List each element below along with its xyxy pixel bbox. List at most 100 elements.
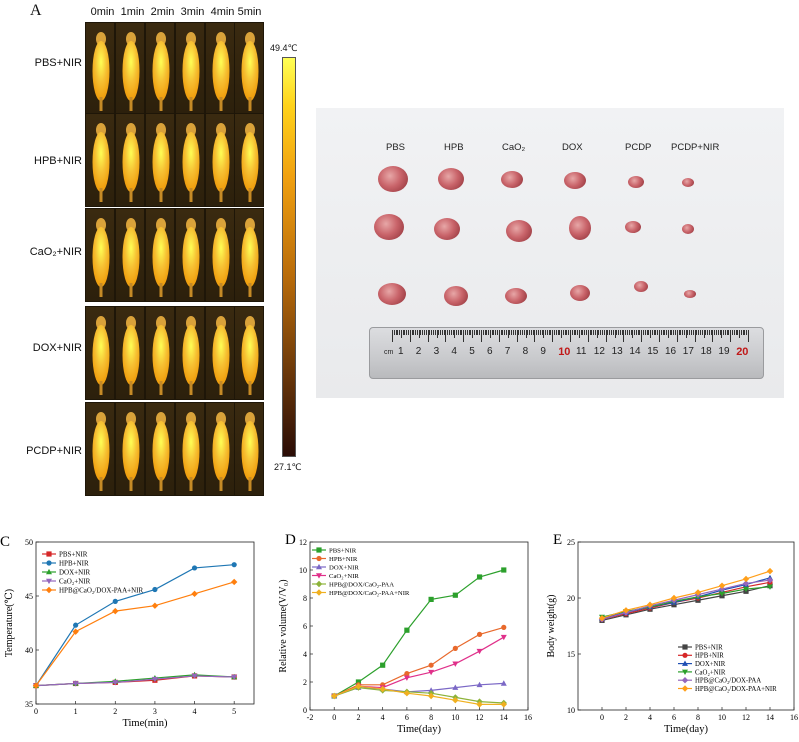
data-point (112, 680, 119, 686)
plot-frame (35, 541, 255, 705)
ruler-mark-10: 10 (558, 346, 571, 358)
ruler-tick (536, 330, 537, 335)
ruler-tick (685, 330, 687, 338)
x-tick-label: 12 (476, 713, 484, 722)
ruler-tick (459, 330, 461, 335)
data-point (379, 685, 386, 693)
ruler-tick (691, 330, 692, 335)
time-header-2: 2min (150, 6, 175, 18)
ruler-tick (651, 330, 653, 335)
ruler-tick (486, 330, 487, 335)
legend-entry: PBS+NIR (695, 644, 723, 651)
x-axis-label: Time(day) (664, 724, 708, 735)
tumor-cao2-2 (506, 220, 532, 242)
y-tick-label: 8 (303, 594, 307, 603)
ruler-tick (650, 330, 651, 338)
data-point (598, 614, 606, 622)
data-point (452, 661, 459, 667)
ruler-tick (623, 330, 624, 342)
ruler-tick (400, 330, 402, 338)
data-point (230, 578, 238, 586)
ruler-tick (529, 330, 530, 335)
x-axis-label: Time(min) (122, 718, 168, 729)
ruler-tick (436, 330, 438, 338)
x-tick-label: 4 (648, 713, 652, 722)
mouse-silhouette (122, 31, 140, 111)
series-line (333, 626, 504, 697)
thermal-image-cell (234, 208, 264, 302)
ruler-tick (687, 330, 689, 335)
ruler-mark-7: 7 (504, 346, 511, 357)
ruler-tick (507, 330, 509, 338)
ruler-tick (662, 330, 664, 335)
mouse-silhouette (212, 411, 230, 491)
data-point (73, 622, 79, 628)
data-point (46, 560, 52, 566)
ruler-mark-14: 14 (629, 346, 641, 357)
ruler-tick (584, 330, 585, 335)
ruler-tick (603, 330, 605, 335)
legend-entry: HPB@CaO₂/DOX-PAA+NIR (59, 586, 143, 594)
tumor-dox-3 (570, 285, 590, 301)
ruler-tick (470, 330, 471, 335)
ruler-tick (502, 330, 503, 335)
data-point (743, 586, 749, 593)
ruler-tick (511, 330, 512, 335)
thermal-image-cell (205, 208, 235, 302)
ruler-tick (737, 330, 738, 335)
ruler-tick (425, 330, 427, 335)
time-header-5: 5min (237, 6, 262, 18)
ruler-tick (452, 330, 454, 335)
ruler-tick (607, 330, 608, 335)
ruler-tick (630, 330, 632, 335)
data-point (316, 563, 322, 570)
thermal-image-cell (115, 113, 145, 207)
series-line (601, 570, 771, 619)
legend-entry: CaO₂+NIR (59, 577, 91, 585)
mouse-silhouette (241, 31, 259, 111)
ruler-tick (573, 330, 575, 335)
legend-entry: CaO₂+NIR (695, 669, 726, 676)
data-point (682, 644, 688, 650)
ruler-tick (596, 330, 598, 338)
ruler-tick (707, 330, 708, 335)
ruler-tick (448, 330, 450, 335)
data-point (476, 574, 483, 580)
data-point (767, 584, 773, 590)
ruler-mark-2: 2 (415, 346, 422, 357)
data-point (191, 565, 198, 571)
data-point (476, 681, 483, 688)
ruler-tick (504, 330, 505, 335)
thermal-image-cell (175, 402, 205, 496)
thermal-image-cell (115, 22, 145, 116)
series-line (334, 686, 504, 704)
data-point (452, 592, 458, 598)
mouse-silhouette (122, 411, 140, 491)
tumor-hpb-1 (438, 168, 464, 190)
ruler-mark-15: 15 (647, 346, 659, 357)
panel-label-c: C (0, 534, 10, 550)
tumor-dox-2 (569, 216, 591, 240)
data-point (191, 590, 198, 598)
ruler-tick (477, 330, 479, 335)
ruler-tick (562, 330, 564, 335)
ruler-tick (694, 330, 696, 342)
y-tick-label: 25 (567, 538, 575, 547)
ruler-mark-8: 8 (522, 346, 529, 357)
thermal-image-cell (85, 22, 115, 116)
ruler-tick (731, 330, 733, 335)
ruler-tick (516, 330, 518, 342)
ruler-mark-20: 20 (736, 346, 749, 358)
ruler-tick (586, 330, 587, 335)
data-point (476, 648, 483, 655)
ruler-tick (500, 330, 502, 335)
data-point (670, 594, 678, 602)
ruler-tick (746, 330, 747, 335)
mouse-silhouette (152, 411, 170, 491)
ruler-tick (513, 330, 514, 335)
ruler-tick (481, 330, 482, 342)
legend-entry: HPB@DOX/CaO₂-PAA+NIR (329, 590, 410, 597)
mouse-silhouette (182, 315, 200, 395)
y-tick-label: 15 (567, 650, 575, 659)
mouse-silhouette (212, 31, 230, 111)
